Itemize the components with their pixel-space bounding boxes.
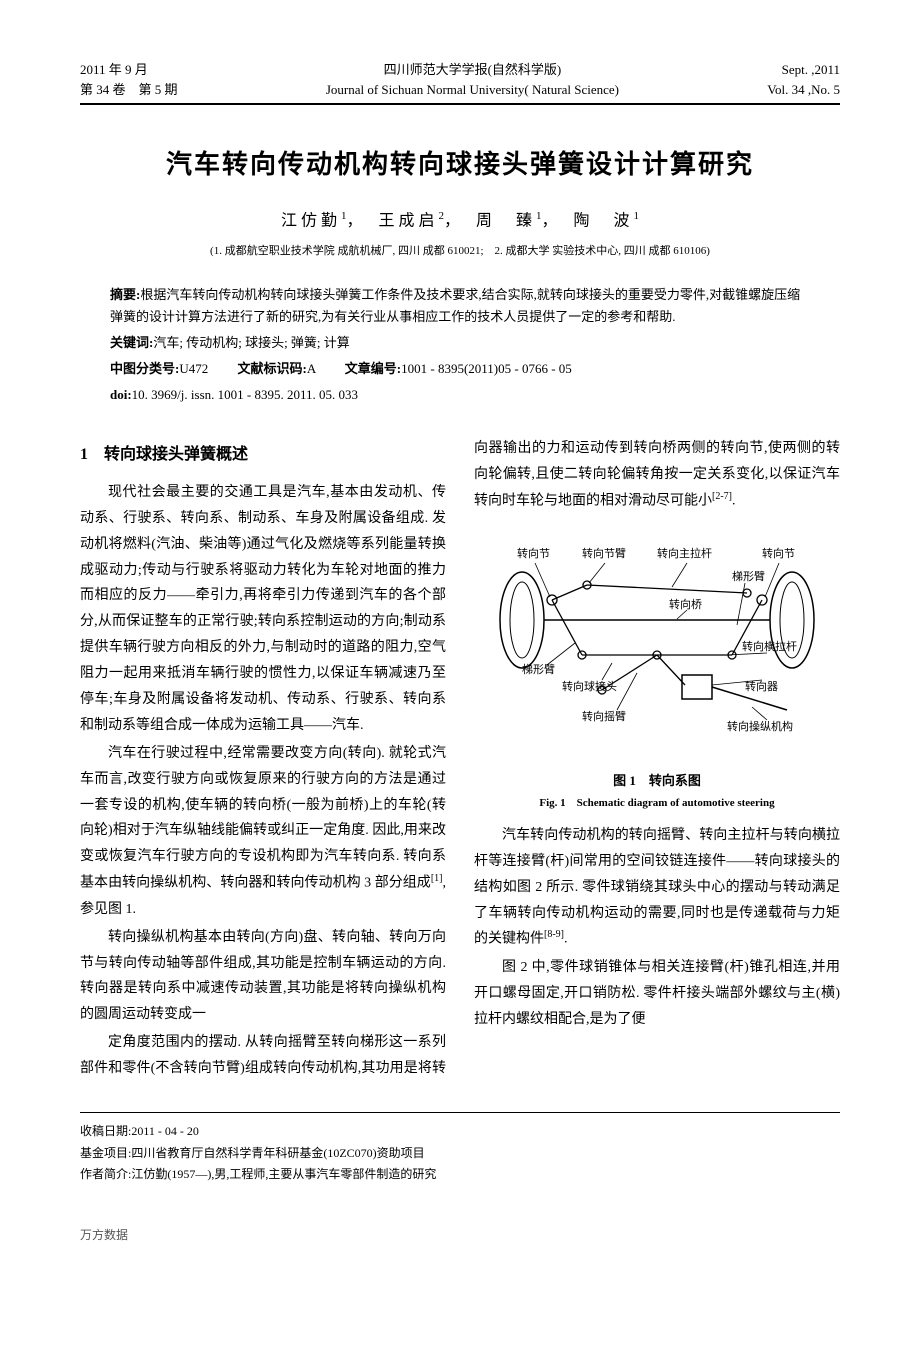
keywords: 关键词:汽车; 传动机构; 球接头; 弹簧; 计算 [110,332,810,354]
doi-line: doi:10. 3969/j. issn. 1001 - 8395. 2011.… [110,384,810,406]
fig-label: 转向主拉杆 [657,546,712,560]
fund-value: 四川省教育厅自然科学青年科研基金(10ZC070)资助项目 [131,1146,424,1160]
database-watermark: 万方数据 [80,1226,840,1244]
clc-value: U472 [179,361,208,376]
figure-1-caption-en: Fig. 1 Schematic diagram of automotive s… [474,793,840,813]
abstract-text: 根据汽车转向传动机构转向球接头弹簧工作条件及技术要求,结合实际,就转向球接头的重… [110,287,800,324]
fig-label: 转向操纵机构 [727,719,793,733]
affiliations: (1. 成都航空职业技术学院 成航机械厂, 四川 成都 610021; 2. 成… [80,243,840,260]
header-right: Sept. ,2011 Vol. 34 ,No. 5 [767,60,840,99]
journal-name-en: Journal of Sichuan Normal University( Na… [178,80,768,100]
received-label: 收稿日期: [80,1124,131,1138]
figure-1: 转向节 转向节臂 转向主拉杆 转向节 梯形臂 转向桥 梯形臂 转向横拉杆 转向球… [474,525,840,813]
section-1-title: 1 转向球接头弹簧概述 [80,440,446,470]
citation-ref: [1] [431,873,443,884]
keywords-label: 关键词: [110,335,153,350]
fig-label: 转向节 [762,546,795,560]
author-bio-label: 作者简介: [80,1167,131,1181]
volume-issue-en: Vol. 34 ,No. 5 [767,80,840,100]
paper-title: 汽车转向传动机构转向球接头弹簧设计计算研究 [80,145,840,184]
doc-code-label: 文献标识码: [238,361,307,376]
figure-1-diagram: 转向节 转向节臂 转向主拉杆 转向节 梯形臂 转向桥 梯形臂 转向横拉杆 转向球… [487,525,827,755]
paragraph-text: 汽车在行驶过程中,经常需要改变方向(转向). 就轮式汽车而言,改变行驶方向或恢复… [80,746,446,891]
paragraph-text: 汽车转向传动机构的转向摇臂、转向主拉杆与转向横拉杆等连接臂(杆)间常用的空间铰链… [474,828,840,947]
paragraph-tail: . [564,932,568,947]
authors: 江仿勤1， 王成启2， 周 臻1， 陶 波1 [80,208,840,233]
fig-label: 转向球接头 [562,679,617,693]
abstract: 摘要:根据汽车转向传动机构转向球接头弹簧工作条件及技术要求,结合实际,就转向球接… [110,284,810,328]
fund-label: 基金项目: [80,1146,131,1160]
fig-label: 梯形臂 [522,663,555,676]
classification-line: 中图分类号:U472 文献标识码:A 文章编号:1001 - 8395(2011… [110,358,810,380]
journal-name-cn: 四川师范大学学报(自然科学版) [178,60,768,80]
paragraph: 图 2 中,零件球销锥体与相关连接臂(杆)锥孔相连,并用开口螺母固定,开口销防松… [474,955,840,1033]
doi-value: 10. 3969/j. issn. 1001 - 8395. 2011. 05.… [132,387,358,402]
fig-label: 转向摇臂 [582,709,626,723]
journal-header: 2011 年 9 月 第 34 卷 第 5 期 四川师范大学学报(自然科学版) … [80,60,840,105]
received-date: 收稿日期:2011 - 04 - 20 [80,1121,840,1143]
figure-1-caption-cn: 图 1 转向系图 [474,769,840,793]
paragraph: 转向操纵机构基本由转向(方向)盘、转向轴、转向万向节与转向传动轴等部件组成,其功… [80,925,446,1029]
fig-label: 转向节臂 [582,546,626,560]
abstract-block: 摘要:根据汽车转向传动机构转向球接头弹簧工作条件及技术要求,结合实际,就转向球接… [110,284,810,406]
abstract-label: 摘要: [110,287,140,302]
article-id-label: 文章编号: [345,361,401,376]
paragraph: 汽车在行驶过程中,经常需要改变方向(转向). 就轮式汽车而言,改变行驶方向或恢复… [80,741,446,923]
fig-label: 转向节 [517,546,550,560]
body-columns: 1 转向球接头弹簧概述 现代社会最主要的交通工具是汽车,基本由发动机、传动系、行… [80,436,840,1082]
citation-ref: [2-7] [712,491,732,502]
header-center: 四川师范大学学报(自然科学版) Journal of Sichuan Norma… [178,60,768,99]
fund-info: 基金项目:四川省教育厅自然科学青年科研基金(10ZC070)资助项目 [80,1143,840,1165]
fig-label: 转向桥 [669,597,702,611]
author-bio: 作者简介:江仿勤(1957—),男,工程师,主要从事汽车零部件制造的研究 [80,1164,840,1186]
issue-date: 2011 年 9 月 [80,60,178,80]
doc-code-value: A [307,361,316,376]
paragraph: 现代社会最主要的交通工具是汽车,基本由发动机、传动系、行驶系、转向系、制动系、车… [80,480,446,739]
footer-notes: 收稿日期:2011 - 04 - 20 基金项目:四川省教育厅自然科学青年科研基… [80,1112,840,1186]
header-left: 2011 年 9 月 第 34 卷 第 5 期 [80,60,178,99]
fig-label: 梯形臂 [732,570,765,583]
author-bio-value: 江仿勤(1957—),男,工程师,主要从事汽车零部件制造的研究 [131,1167,436,1181]
issue-date-en: Sept. ,2011 [767,60,840,80]
paragraph: 汽车转向传动机构的转向摇臂、转向主拉杆与转向横拉杆等连接臂(杆)间常用的空间铰链… [474,823,840,953]
fig-label: 转向横拉杆 [742,639,797,653]
received-value: 2011 - 04 - 20 [131,1124,199,1138]
article-id-value: 1001 - 8395(2011)05 - 0766 - 05 [401,361,572,376]
citation-ref: [8-9] [544,929,564,940]
fig-label: 转向器 [745,679,778,693]
volume-issue: 第 34 卷 第 5 期 [80,80,178,100]
doi-label: doi: [110,387,132,402]
paragraph-tail: . [732,494,736,509]
clc-label: 中图分类号: [110,361,179,376]
keywords-text: 汽车; 传动机构; 球接头; 弹簧; 计算 [153,335,349,350]
